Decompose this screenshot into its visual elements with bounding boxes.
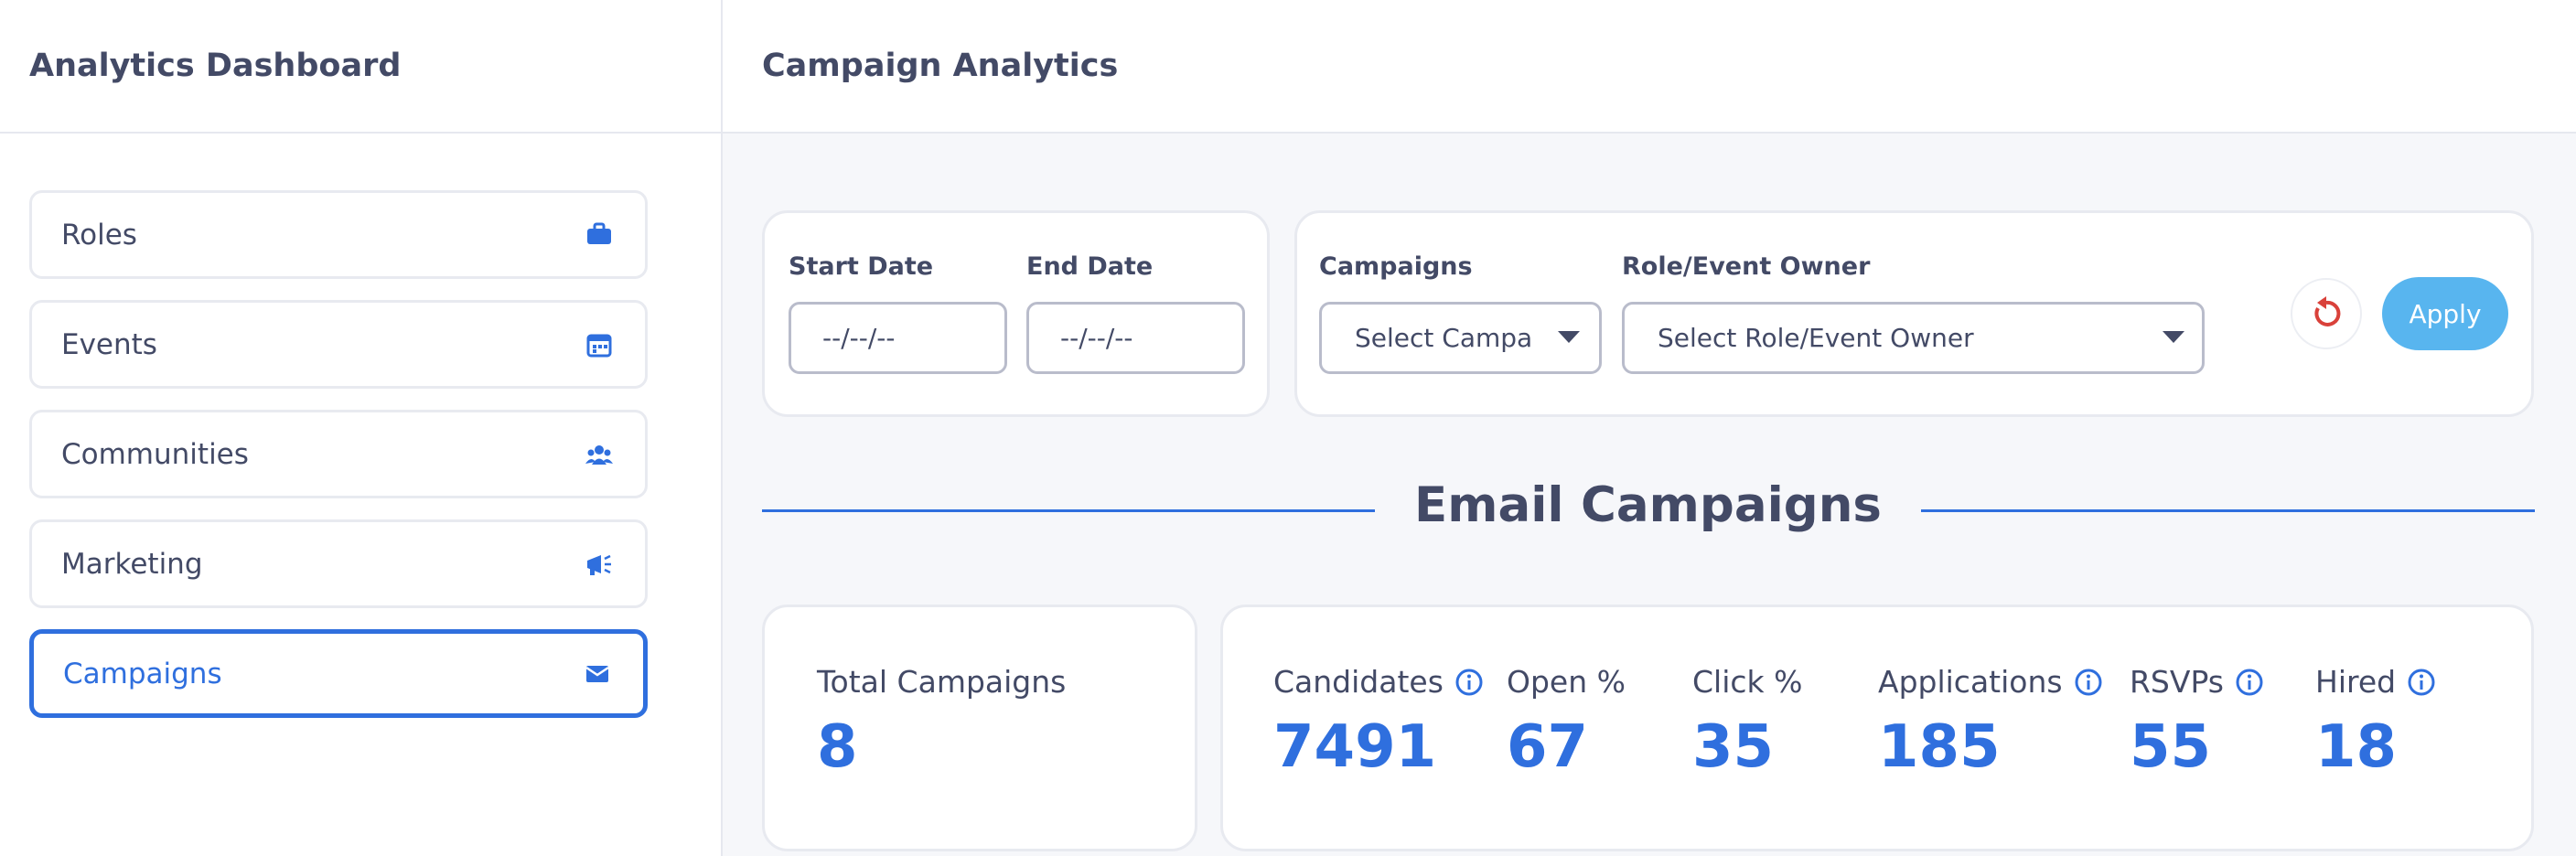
info xyxy=(2236,669,2263,695)
nav-icon xyxy=(585,550,614,579)
info xyxy=(2075,669,2102,695)
stat-value: 185 xyxy=(1878,713,2001,781)
end-label: End Date xyxy=(1026,252,1154,281)
start-label: Start Date xyxy=(789,252,934,281)
nav-icon xyxy=(583,659,612,689)
stat-value: 7491 xyxy=(1273,713,1437,781)
page-title: Campaign Analytics xyxy=(723,0,2576,134)
icon xyxy=(585,444,613,465)
stat-label: Applications xyxy=(1878,664,2103,700)
campaigns-label: Campaigns xyxy=(1319,252,1473,281)
info xyxy=(1455,669,1483,695)
nav-icon xyxy=(585,440,614,469)
stat-value: 18 xyxy=(2315,713,2398,781)
info xyxy=(2408,669,2435,695)
nav-item[interactable]: Campaigns xyxy=(29,629,648,718)
stat-label: Total Campaigns xyxy=(817,664,1066,700)
info-icon[interactable] xyxy=(1454,668,1484,697)
nav-label: Marketing xyxy=(61,547,203,581)
campaigns-select[interactable]: Select Campa xyxy=(1319,302,1602,374)
stat-label-text: Total Campaigns xyxy=(817,664,1067,700)
metrics-card xyxy=(1220,605,2534,851)
icon xyxy=(586,334,612,357)
stat-label: Click % xyxy=(1692,664,1802,700)
total-card xyxy=(762,605,1197,851)
stat-value: 55 xyxy=(2130,713,2212,781)
info-icon[interactable] xyxy=(2235,668,2264,697)
nav-label: Campaigns xyxy=(63,657,222,690)
nav-item[interactable]: Roles xyxy=(29,190,648,279)
info-icon[interactable] xyxy=(2407,668,2436,697)
campaigns-placeholder: Select Campa xyxy=(1355,323,1533,353)
owner-select[interactable]: Select Role/Event Owner xyxy=(1622,302,2205,374)
divider xyxy=(1921,509,2535,512)
nav-item[interactable]: Marketing xyxy=(29,519,648,608)
nav-label: Events xyxy=(61,327,157,361)
stat-label-text: Hired xyxy=(2315,664,2397,700)
sidebar-title: Analytics Dashboard xyxy=(0,0,721,134)
dropdown-arrow xyxy=(2163,331,2184,343)
nav-item[interactable]: Events xyxy=(29,300,648,389)
start-date-input[interactable]: --/--/-- xyxy=(789,302,1007,374)
icon xyxy=(585,665,609,682)
stat-label-text: Click % xyxy=(1692,664,1803,700)
divider xyxy=(762,509,1375,512)
stat-label-text: Open % xyxy=(1507,664,1626,700)
stat-label-text: Candidates xyxy=(1273,664,1444,700)
nav-label: Communities xyxy=(61,437,249,471)
stat-value: 35 xyxy=(1692,713,1775,781)
section-title: Email Campaigns xyxy=(1414,477,1882,533)
icon xyxy=(587,222,611,244)
nav-icon xyxy=(585,330,614,359)
sidebar: Analytics Dashboard Roles Events Communiti… xyxy=(0,0,723,856)
reset-button[interactable] xyxy=(2290,277,2363,350)
dropdown-arrow xyxy=(1558,331,1580,343)
owner-label: Role/Event Owner xyxy=(1622,252,1871,281)
stat-value: 8 xyxy=(817,713,858,781)
nav-item[interactable]: Communities xyxy=(29,410,648,498)
end-date-input[interactable]: --/--/-- xyxy=(1026,302,1245,374)
icon xyxy=(587,554,611,575)
stat-label: Hired xyxy=(2315,664,2436,700)
stat-value: 67 xyxy=(1507,713,1589,781)
nav-label: Roles xyxy=(61,218,137,251)
stat-label: RSVPs xyxy=(2130,664,2264,700)
info-icon[interactable] xyxy=(2074,668,2103,697)
apply-button[interactable]: Apply xyxy=(2382,277,2508,350)
stat-label: Open % xyxy=(1507,664,1626,700)
owner-placeholder: Select Role/Event Owner xyxy=(1658,323,1974,353)
stat-label-text: RSVPs xyxy=(2130,664,2224,700)
stat-label: Candidates xyxy=(1273,664,1484,700)
nav-icon xyxy=(585,220,614,250)
stat-label-text: Applications xyxy=(1878,664,2063,700)
